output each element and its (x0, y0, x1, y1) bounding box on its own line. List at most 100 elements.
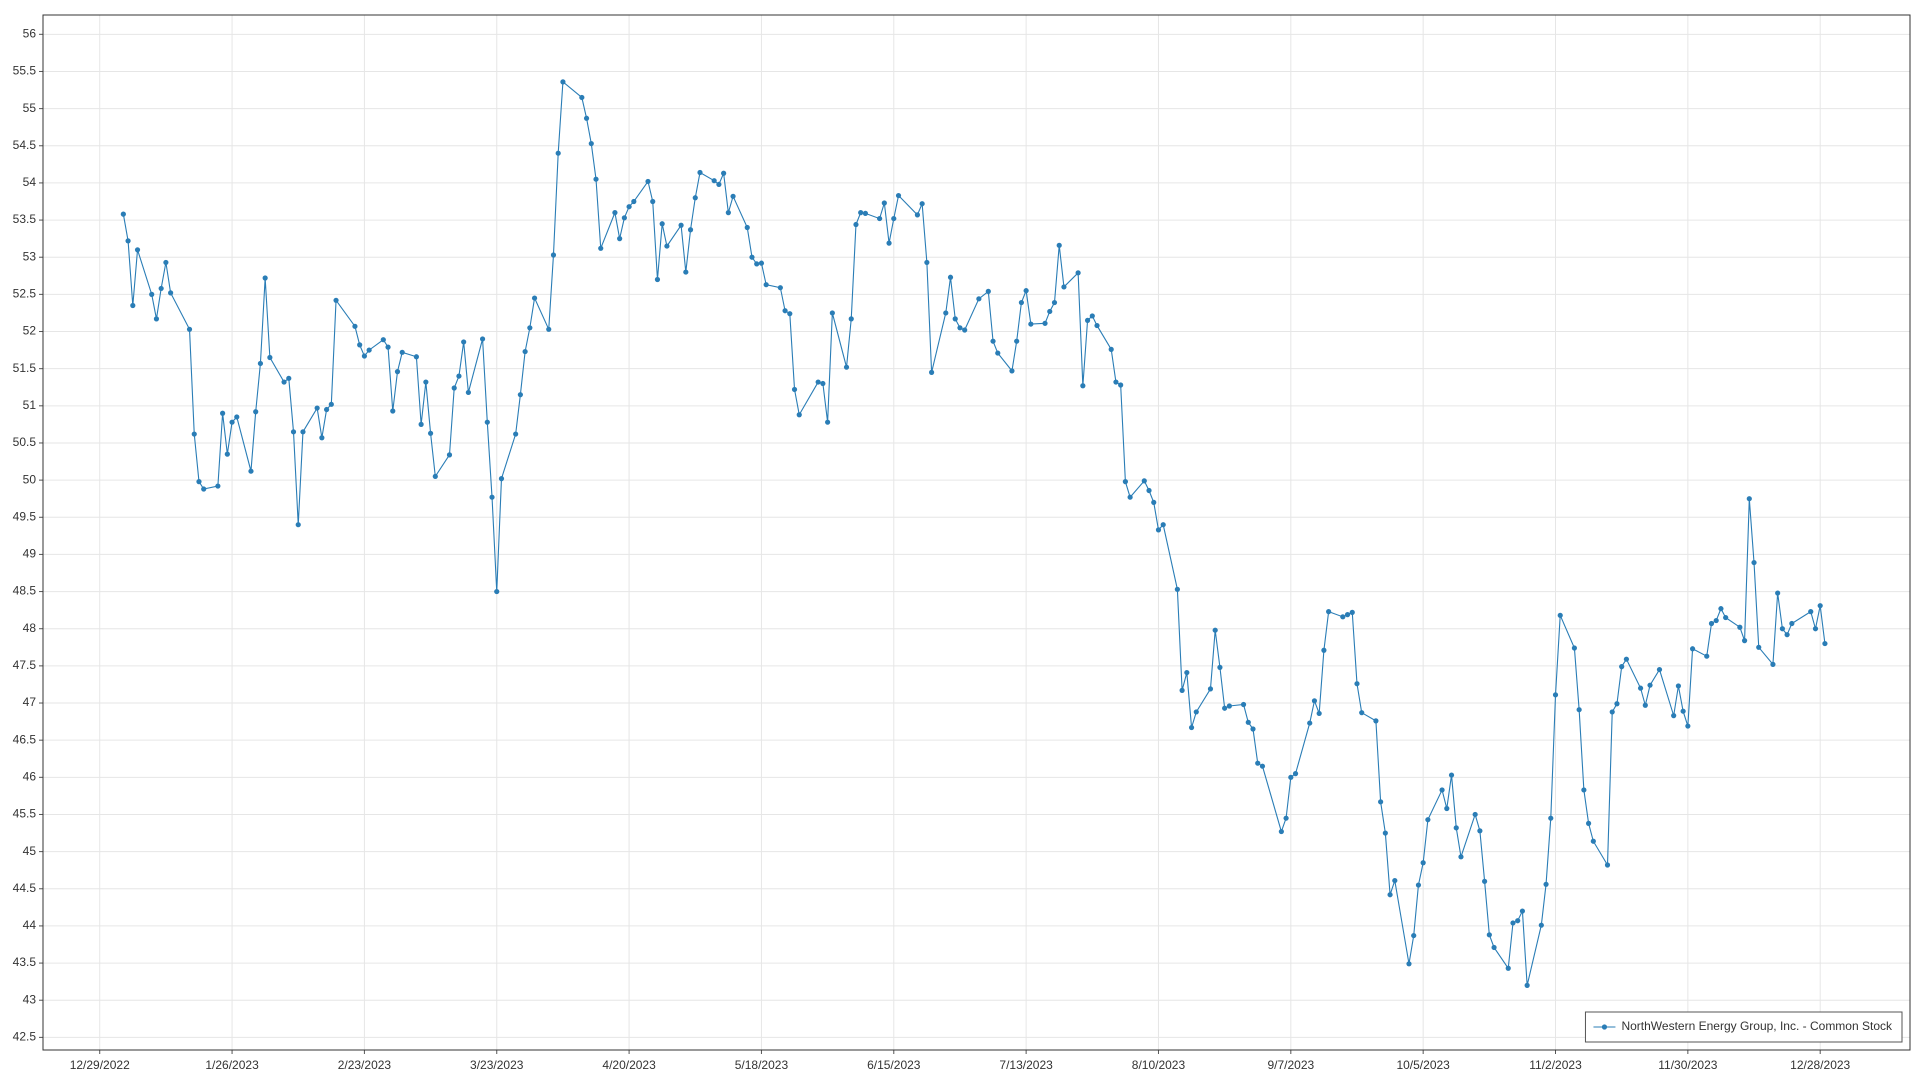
point (390, 408, 396, 414)
point (1373, 718, 1379, 724)
point (461, 339, 467, 345)
point (1023, 288, 1029, 294)
point (1704, 653, 1710, 659)
point (1321, 647, 1327, 653)
point (1808, 609, 1814, 615)
point (843, 364, 850, 370)
point (1713, 617, 1719, 624)
point (787, 311, 793, 317)
plot-area (43, 15, 1910, 1050)
point (1014, 338, 1020, 344)
y-tick-label: 56 (23, 26, 37, 40)
point (862, 210, 869, 216)
point (1784, 632, 1790, 638)
point (664, 243, 670, 249)
point (697, 169, 703, 176)
point (418, 421, 424, 427)
point (328, 401, 334, 407)
point (711, 178, 717, 184)
point (1179, 687, 1185, 693)
point (163, 259, 169, 266)
point (985, 288, 991, 294)
point (730, 193, 736, 199)
point (654, 276, 661, 283)
point (196, 479, 202, 485)
point (990, 338, 996, 344)
x-tick-label: 12/29/2022 (70, 1058, 130, 1072)
point (257, 360, 264, 367)
plot-border (42, 14, 1911, 1051)
point (1415, 882, 1422, 888)
point (446, 452, 453, 458)
x-tick-label: 2/23/2023 (338, 1058, 392, 1072)
x-tick-label: 9/7/2023 (1267, 1058, 1314, 1072)
point (1822, 640, 1828, 647)
point (1770, 661, 1776, 667)
y-tick-label: 49.5 (13, 509, 37, 523)
point (555, 150, 561, 156)
point (1349, 609, 1355, 615)
point (1656, 666, 1663, 673)
point (1354, 681, 1360, 687)
point (858, 210, 864, 216)
point (1515, 918, 1521, 924)
point (517, 392, 523, 398)
point (215, 483, 221, 489)
point (125, 238, 131, 244)
point (479, 336, 486, 342)
point (1482, 878, 1488, 884)
point (1491, 944, 1497, 951)
point (1344, 612, 1351, 618)
point (333, 297, 339, 303)
y-tick-label: 55 (23, 101, 37, 115)
point (1042, 320, 1048, 326)
point (531, 295, 538, 301)
point (1756, 644, 1762, 650)
point (168, 290, 174, 296)
point (962, 327, 968, 333)
point (1259, 763, 1266, 769)
point (1212, 627, 1218, 633)
point (598, 245, 604, 251)
point (1387, 892, 1393, 898)
x-tick-label: 5/18/2023 (735, 1058, 789, 1072)
point (1708, 620, 1715, 627)
point (1723, 614, 1729, 621)
point (560, 79, 566, 85)
point (820, 380, 826, 387)
point (1226, 703, 1232, 709)
point (432, 473, 438, 480)
point (995, 350, 1001, 356)
point (1080, 383, 1086, 389)
point (650, 198, 656, 205)
point (380, 337, 386, 343)
point (134, 247, 141, 253)
point (1240, 701, 1247, 708)
point (399, 349, 405, 355)
point (1392, 877, 1398, 884)
point (687, 227, 694, 233)
point (631, 198, 637, 205)
point (1292, 771, 1299, 777)
x-tick-label: 1/26/2023 (205, 1058, 259, 1072)
point (1406, 961, 1412, 967)
point (1245, 719, 1251, 725)
point (848, 316, 854, 322)
point (1184, 669, 1190, 676)
point (1817, 603, 1823, 609)
point (248, 468, 254, 474)
point (498, 476, 505, 482)
point (1028, 321, 1034, 327)
point (1737, 624, 1743, 630)
point (1746, 496, 1752, 502)
point (952, 316, 958, 322)
y-tick-label: 54 (23, 175, 37, 189)
point (1193, 709, 1199, 715)
point (361, 353, 368, 359)
point (877, 215, 883, 222)
point (1307, 720, 1313, 726)
x-tick-label: 8/10/2023 (1132, 1058, 1186, 1072)
point (725, 210, 731, 216)
point (319, 435, 325, 441)
